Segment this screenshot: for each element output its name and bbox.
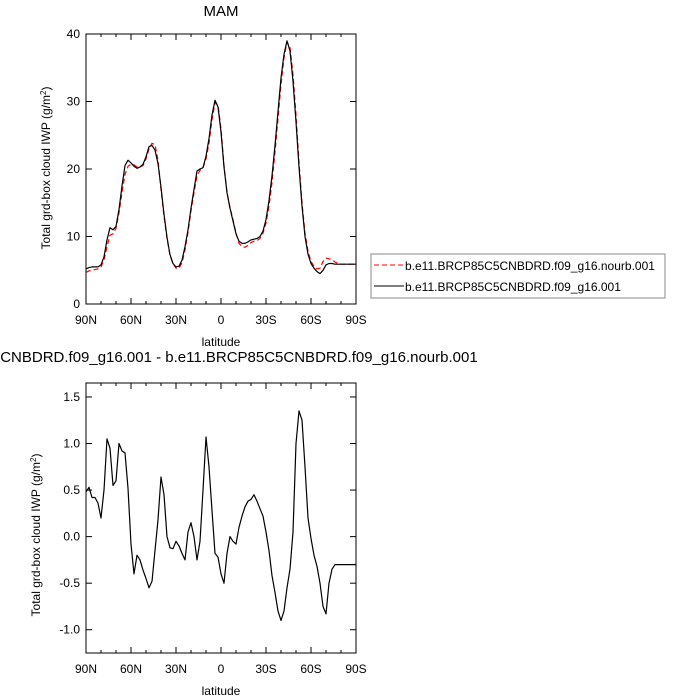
bottom-chart-x-axis-label: latitude [202, 684, 241, 698]
bottom-chart-y-tick-label: -0.5 [59, 576, 80, 590]
bottom-chart-x-tick-label: 60N [120, 662, 142, 676]
bottom-chart-y-tick-label: -1.0 [59, 623, 80, 637]
top-chart-y-axis-label-text: Total grd-box cloud IWP (g/m [39, 95, 53, 250]
bottom-chart-y-axis-label-text: Total grd-box cloud IWP (g/m [29, 462, 43, 617]
legend-box [370, 253, 666, 299]
bottom-chart-x-tick-label: 60S [300, 662, 321, 676]
legend-label-nourb: b.e11.BRCP85C5CNBDRD.f09_g16.nourb.001 [405, 259, 655, 273]
top-chart-x-tick-label: 90S [345, 313, 366, 327]
bottom-chart-y-tick-label: 0.5 [63, 483, 80, 497]
bottom-chart-y-tick-label: 0.0 [63, 530, 80, 544]
bottom-chart-y-axis-label: Total grd-box cloud IWP (g/m2) [29, 454, 44, 617]
bottom-chart-y-tick-label: 1.5 [63, 390, 80, 404]
bottom-chart-x-tick-label: 30N [165, 662, 187, 676]
bottom-chart-title: 85C5CNBDRD.f09_g16.001 - b.e11.BRCP85C5C… [0, 349, 478, 366]
top-chart-y-tick-label: 0 [73, 297, 80, 311]
top-chart-x-tick-label: 90N [75, 313, 97, 327]
bottom-chart-x-tick-label: 30S [255, 662, 276, 676]
top-chart: MAM Total grd-box cloud IWP (g/m2) latit… [39, 3, 367, 349]
bottom-chart-plot-frame [85, 382, 357, 654]
top-chart-y-axis-label-close: ) [39, 87, 53, 91]
top-chart-x-tick-label: 0 [218, 313, 225, 327]
top-chart-x-tick-label: 30S [255, 313, 276, 327]
top-chart-x-tick-label: 60S [300, 313, 321, 327]
bottom-chart-x-tick-label: 90N [75, 662, 97, 676]
bottom-chart-y-axis-label-close: ) [29, 454, 43, 458]
bottom-chart-x-tick-label: 90S [345, 662, 366, 676]
legend: b.e11.BRCP85C5CNBDRD.f09_g16.nourb.001 b… [370, 253, 666, 299]
top-chart-x-axis-label: latitude [202, 335, 241, 349]
top-chart-series-line-1 [85, 40, 356, 275]
top-chart-y-tick-label: 20 [67, 162, 81, 176]
bottom-chart-y-axis-label-sup: 2 [29, 457, 38, 462]
top-chart-x-tick-label: 60N [120, 313, 142, 327]
bottom-chart-x-tick-label: 0 [218, 662, 225, 676]
top-chart-x-tick-label: 30N [165, 313, 187, 327]
top-chart-y-axis-label: Total grd-box cloud IWP (g/m2) [39, 87, 54, 250]
bottom-chart-series-line-0 [85, 410, 356, 622]
top-chart-plot-frame [85, 33, 357, 305]
svg-text:Total grd-box cloud IWP (g/m2): Total grd-box cloud IWP (g/m2) [29, 454, 44, 617]
top-chart-y-tick-label: 40 [67, 27, 81, 41]
bottom-chart-y-tick-label: 1.0 [63, 437, 80, 451]
legend-label-base: b.e11.BRCP85C5CNBDRD.f09_g16.001 [405, 280, 621, 294]
top-chart-series-line-0 [85, 41, 356, 273]
bottom-chart: 85C5CNBDRD.f09_g16.001 - b.e11.BRCP85C5C… [0, 349, 478, 698]
top-chart-y-tick-label: 10 [67, 230, 81, 244]
top-chart-y-tick-label: 30 [67, 95, 81, 109]
svg-text:Total grd-box cloud IWP (g/m2): Total grd-box cloud IWP (g/m2) [39, 87, 54, 250]
top-chart-title: MAM [204, 3, 239, 20]
top-chart-y-axis-label-sup: 2 [39, 90, 48, 95]
